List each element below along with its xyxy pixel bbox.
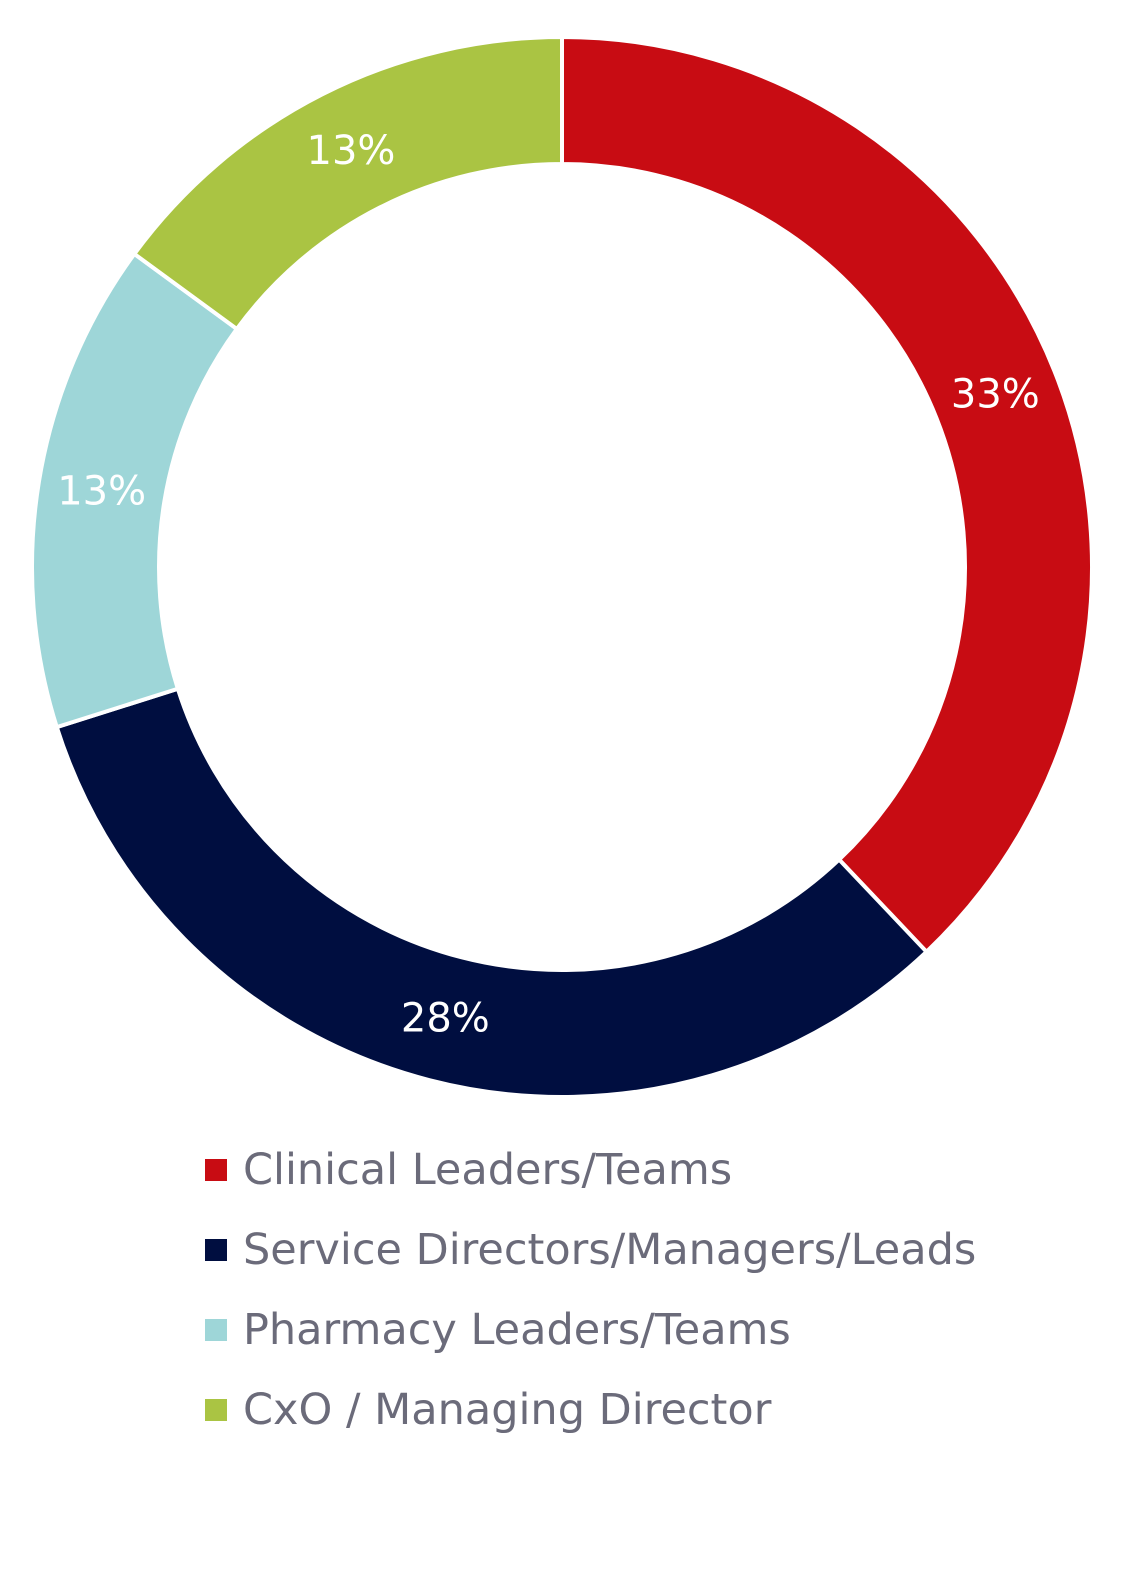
legend-swatch-cxo [205, 1399, 227, 1421]
legend-item-pharmacy: Pharmacy Leaders/Teams [205, 1290, 976, 1370]
legend-swatch-pharmacy [205, 1319, 227, 1341]
chart-legend: Clinical Leaders/Teams Service Directors… [205, 1130, 976, 1450]
legend-swatch-service [205, 1239, 227, 1261]
donut-chart-plot: 33% 28% 13% 13% [32, 34, 1094, 1100]
legend-swatch-clinical [205, 1159, 227, 1181]
legend-label-service: Service Directors/Managers/Leads [243, 1225, 977, 1275]
data-label-clinical: 33% [951, 371, 1040, 417]
donut-slice-clinical [560, 34, 1094, 955]
data-label-cxo: 13% [307, 128, 396, 174]
legend-item-clinical: Clinical Leaders/Teams [205, 1130, 976, 1210]
donut-slice-cxo [131, 34, 564, 332]
legend-item-cxo: CxO / Managing Director [205, 1370, 976, 1450]
data-label-service: 28% [401, 996, 490, 1042]
legend-label-cxo: CxO / Managing Director [243, 1385, 772, 1435]
data-label-pharmacy: 13% [57, 469, 146, 515]
legend-label-pharmacy: Pharmacy Leaders/Teams [243, 1305, 791, 1355]
legend-label-clinical: Clinical Leaders/Teams [243, 1145, 733, 1195]
legend-item-service: Service Directors/Managers/Leads [205, 1210, 976, 1290]
donut-slice-service [54, 686, 930, 1100]
